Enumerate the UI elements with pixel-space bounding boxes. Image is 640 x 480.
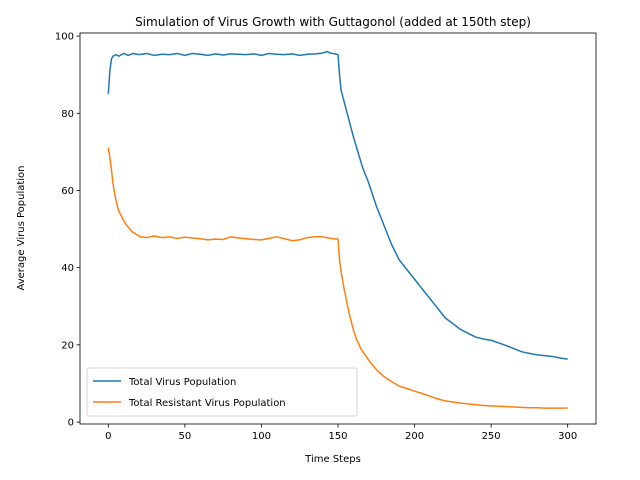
legend: Total Virus Population Total Resistant Vi… [86, 367, 358, 417]
legend-label-1: Total Resistant Virus Population [128, 398, 286, 409]
y-axis-label: Average Virus Population [16, 165, 27, 290]
y-tick-label: 0 [68, 418, 74, 429]
series-layer [107, 50, 568, 409]
x-axis-label: Time Steps [304, 454, 361, 465]
x-tick-label: 0 [105, 431, 111, 442]
x-tick-label: 300 [558, 431, 577, 442]
y-tick-label: 40 [61, 263, 74, 274]
y-tick-label: 80 [61, 109, 74, 120]
x-tick-label: 150 [328, 431, 347, 442]
legend-label-0: Total Virus Population [128, 377, 236, 388]
y-tick-label: 60 [61, 186, 74, 197]
series-line-1 [107, 147, 568, 409]
y-axis-ticks: 0 20 40 60 80 100 [55, 32, 80, 429]
x-axis-ticks: 0 50 100 150 200 250 300 [105, 424, 577, 442]
legend-box [86, 367, 358, 417]
series-line-0 [107, 50, 568, 360]
x-tick-label: 50 [179, 431, 192, 442]
y-tick-label: 20 [61, 340, 74, 351]
x-tick-label: 200 [405, 431, 424, 442]
x-tick-label: 100 [252, 431, 271, 442]
chart-title: Simulation of Virus Growth with Guttagon… [135, 15, 531, 29]
y-tick-label: 100 [55, 32, 74, 43]
x-tick-label: 250 [482, 431, 501, 442]
